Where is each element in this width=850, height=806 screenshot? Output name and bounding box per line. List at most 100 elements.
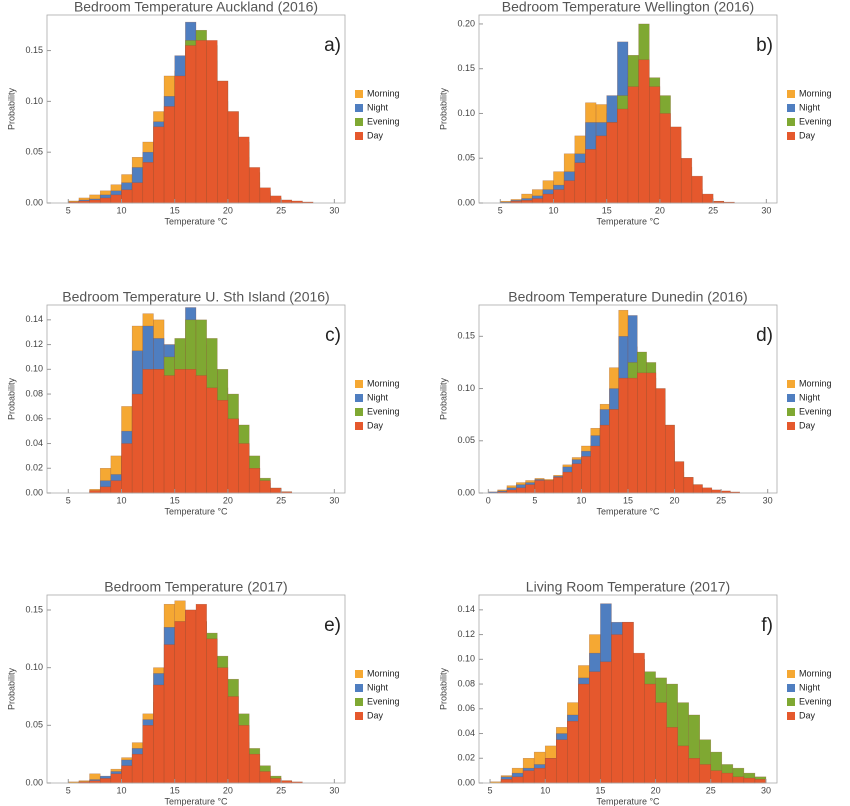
histogram-bar: [163, 106, 175, 204]
histogram-bar: [617, 108, 629, 204]
y-tick-label: 0.00: [457, 777, 475, 787]
histogram-bar: [121, 189, 133, 204]
histogram-bar: [683, 477, 694, 494]
legend-label: Day: [799, 130, 816, 140]
legend-label: Day: [367, 710, 384, 720]
legend-swatch: [787, 380, 795, 388]
y-tick-label: 0.10: [25, 96, 43, 106]
plot-frame: [478, 594, 778, 784]
histogram-bar: [702, 193, 714, 204]
chart-title: Bedroom Temperature U. Sth Island (2016): [62, 289, 329, 305]
legend-swatch: [355, 670, 363, 678]
y-tick-label: 0.12: [457, 629, 475, 639]
plot-frame: [46, 304, 346, 494]
chart-title: Bedroom Temperature (2017): [104, 579, 287, 595]
y-tick-label: 0.15: [25, 45, 43, 55]
histogram-bar: [611, 634, 623, 784]
y-tick-label: 0.05: [25, 720, 43, 730]
panel-label: d): [756, 325, 773, 346]
legend-swatch: [355, 394, 363, 402]
histogram-bar: [217, 80, 229, 204]
x-tick-label: 25: [276, 495, 286, 505]
legend-label: Night: [799, 392, 821, 402]
histogram-bar: [589, 671, 601, 784]
legend-swatch: [355, 90, 363, 98]
histogram-bar: [206, 387, 218, 494]
histogram-bar: [655, 702, 667, 784]
panel-label: e): [324, 615, 341, 636]
legend-swatch: [787, 422, 795, 430]
histogram-bar: [121, 765, 133, 784]
legend-swatch: [787, 90, 795, 98]
histogram-bar: [600, 661, 612, 784]
histogram-bar: [121, 443, 133, 494]
histogram-bar: [556, 739, 568, 784]
legend-label: Evening: [799, 116, 832, 126]
histogram-bar: [238, 443, 250, 494]
x-tick-label: 15: [170, 205, 180, 215]
legend-swatch: [355, 104, 363, 112]
plot-frame: [46, 14, 346, 204]
histogram-bar: [544, 758, 557, 784]
histogram-bar: [702, 487, 713, 494]
histogram-bar: [563, 180, 576, 204]
chart-title: Living Room Temperature (2017): [526, 579, 730, 595]
x-tick-label: 10: [576, 495, 586, 505]
y-tick-label: 0.06: [25, 413, 43, 423]
legend-label: Morning: [799, 88, 832, 98]
histogram-bar: [280, 199, 293, 204]
histogram-bar: [163, 644, 175, 784]
y-tick-label: 0.05: [457, 153, 475, 163]
legend-label: Morning: [799, 668, 832, 678]
x-tick-label: 5: [66, 785, 71, 795]
histogram-bar: [217, 667, 229, 784]
legend-label: Night: [799, 682, 821, 692]
histogram-bar: [646, 372, 657, 494]
y-tick-label: 0.10: [25, 662, 43, 672]
histogram-bar: [721, 772, 734, 784]
y-tick-label: 0.06: [457, 703, 475, 713]
x-tick-label: 0: [486, 495, 491, 505]
histogram-bar: [692, 484, 703, 494]
histogram-bar: [511, 776, 524, 784]
histogram-bar: [174, 621, 186, 784]
histogram-bar: [516, 487, 526, 494]
histogram-bar: [99, 486, 112, 494]
legend-swatch: [787, 684, 795, 692]
x-tick-label: 15: [595, 785, 605, 795]
panel-label: f): [761, 615, 773, 636]
histogram-bar: [599, 424, 610, 494]
x-tick-label: 30: [329, 495, 339, 505]
x-tick-label: 20: [655, 205, 665, 215]
y-axis-label: Probability: [6, 667, 16, 710]
y-axis-label: Probability: [438, 377, 448, 420]
x-tick-label: 10: [116, 205, 126, 215]
x-axis-label: Temperature °C: [596, 796, 660, 806]
histogram-bar: [163, 375, 175, 494]
legend-label: Morning: [367, 378, 400, 388]
y-tick-label: 0.02: [457, 753, 475, 763]
y-tick-label: 0.20: [457, 18, 475, 28]
histogram-bar: [688, 758, 700, 784]
y-tick-label: 0.04: [457, 728, 475, 738]
legend-swatch: [355, 118, 363, 126]
histogram-bar: [270, 778, 282, 784]
y-tick-label: 0.15: [25, 604, 43, 614]
histogram-bar: [259, 771, 271, 784]
y-tick-label: 0.10: [457, 654, 475, 664]
histogram-bar: [99, 778, 112, 784]
histogram-bar: [185, 45, 197, 204]
histogram-bar: [754, 779, 767, 784]
histogram-bar: [609, 409, 619, 494]
legend-swatch: [355, 380, 363, 388]
x-tick-label: 25: [716, 495, 726, 505]
x-tick-label: 25: [706, 785, 716, 795]
chart-panel: Living Room Temperature (2017) 5 10 15 20 25 3…: [438, 579, 831, 806]
histogram-bar: [665, 424, 675, 494]
x-axis-label: Temperature °C: [164, 506, 228, 516]
histogram-bar: [131, 393, 144, 494]
x-tick-label: 10: [540, 785, 550, 795]
y-tick-label: 0.00: [457, 197, 475, 207]
histogram-bar: [677, 745, 689, 784]
panel-label: a): [324, 35, 341, 56]
